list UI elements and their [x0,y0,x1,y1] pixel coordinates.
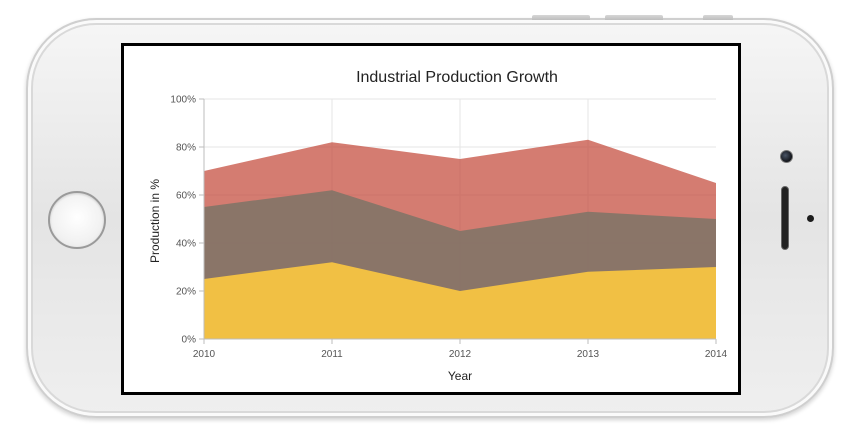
home-button[interactable] [48,191,106,249]
chart-title: Industrial Production Growth [356,69,558,86]
volume-up-button [605,15,663,20]
mute-switch [703,15,733,20]
x-tick-label: 2012 [449,349,472,360]
chart-axes [199,98,717,344]
chart-tick-labels: 0% 20% 40% 60% 80% 100% 2010 2011 2012 2013 2014 [170,95,727,361]
camera-icon [780,150,793,163]
x-tick-label: 2011 [321,349,343,360]
area-chart: Industrial Production Growth 0% 20% 40% 60%… [148,69,728,383]
speaker-grille [781,186,789,250]
chart-areas [204,139,716,339]
x-tick-label: 2014 [705,349,728,360]
proximity-sensor [807,215,814,222]
volume-down-button [532,15,590,20]
y-axis-title: Production in % [148,179,162,263]
y-tick-label: 40% [176,239,196,250]
y-tick-label: 100% [170,95,196,106]
x-tick-label: 2013 [577,349,600,360]
area-series-3 [204,262,716,339]
y-tick-label: 60% [176,191,196,202]
screen: Industrial Production Growth 0% 20% 40% 60%… [121,43,741,395]
y-tick-label: 0% [182,335,197,346]
y-tick-label: 20% [176,287,196,298]
x-tick-label: 2010 [193,349,216,360]
x-axis-title: Year [448,369,472,383]
y-tick-label: 80% [176,143,196,154]
